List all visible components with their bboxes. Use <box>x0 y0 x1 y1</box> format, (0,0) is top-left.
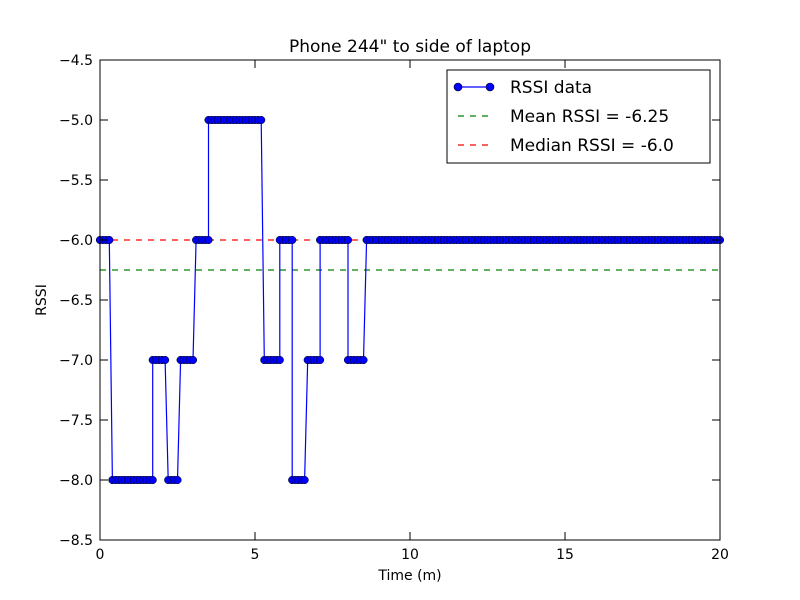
rssi-data-point <box>300 475 309 485</box>
legend-rssi-marker <box>453 82 463 92</box>
y-tick-label: −5.0 <box>59 113 93 129</box>
legend-label-rssi-data: RSSI data <box>510 78 592 98</box>
x-axis-title: Time (m) <box>377 568 441 584</box>
legend-entry-rssi-data: RSSI data <box>453 78 592 98</box>
x-tick-label: 5 <box>251 547 260 563</box>
legend-label-mean: Mean RSSI = -6.25 <box>510 107 669 127</box>
x-axis: 0 5 10 15 20 <box>96 60 729 563</box>
rssi-data-point <box>257 115 266 125</box>
rssi-data-point <box>343 235 353 245</box>
legend-entry-median: Median RSSI = -6.0 <box>458 136 674 156</box>
legend-label-median: Median RSSI = -6.0 <box>510 136 674 156</box>
rssi-data-point <box>288 235 297 245</box>
legend-rssi-marker <box>485 82 495 92</box>
y-tick-label: −7.5 <box>59 413 93 429</box>
legend-entry-mean: Mean RSSI = -6.25 <box>458 107 669 127</box>
y-tick-label: −8.0 <box>59 473 93 489</box>
y-tick-label: −6.5 <box>59 293 93 309</box>
x-tick-label: 10 <box>401 547 419 563</box>
rssi-data-point <box>275 355 284 365</box>
x-tick-label: 15 <box>556 547 574 563</box>
x-tick-label: 0 <box>96 547 105 563</box>
chart-title: Phone 244" to side of laptop <box>289 37 531 57</box>
y-axis-title: RSSI <box>34 284 50 316</box>
legend: RSSI data Mean RSSI = -6.25 Median RSSI … <box>446 69 711 164</box>
y-tick-label: −8.5 <box>59 533 93 549</box>
rssi-data-point <box>316 355 325 365</box>
rssi-data-point <box>173 475 182 485</box>
y-tick-label: −4.5 <box>59 53 93 69</box>
y-tick-label: −6.0 <box>59 233 93 249</box>
rssi-data-point <box>161 355 170 365</box>
y-axis: −4.5 −5.0 −5.5 −6.0 −6.5 −7.0 −7.5 −8.0 −8.5 <box>59 53 720 549</box>
x-tick-label: 20 <box>711 547 729 563</box>
rssi-data-point <box>188 355 198 365</box>
y-tick-label: −7.0 <box>59 353 93 369</box>
y-tick-label: −5.5 <box>59 173 93 189</box>
rssi-data-point <box>148 475 157 485</box>
rssi-data-point <box>204 235 213 245</box>
rssi-data-point <box>359 355 368 365</box>
